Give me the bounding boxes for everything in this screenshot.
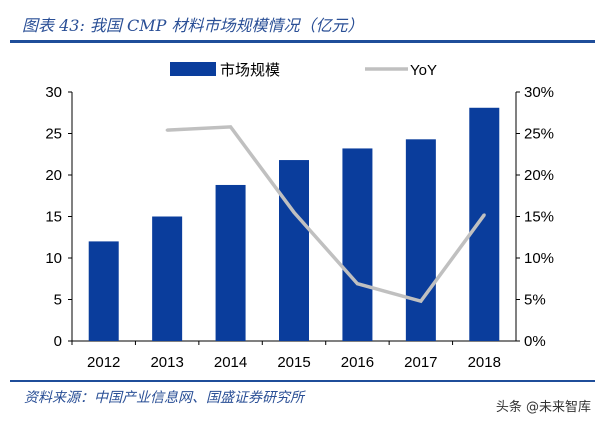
chart-title: 图表 43: 我国 CMP 材料市场规模情况（亿元）	[22, 16, 364, 35]
left-tick-label: 25	[45, 126, 62, 143]
yoy-point-2018	[482, 213, 486, 217]
legend-swatch-market	[170, 62, 216, 76]
yoy-point-2013	[165, 128, 169, 132]
x-tick-label: 2012	[87, 354, 120, 371]
watermark: 头条 @未来智库	[495, 400, 591, 415]
footer-divider	[10, 380, 595, 382]
yoy-point-2016	[355, 282, 359, 286]
chart-svg: 0 5 10 15 20 25 30 0% 5% 10% 15% 20% 25% 30% 2012 2013 2…	[45, 62, 554, 371]
bar-2016	[342, 148, 373, 341]
source-note: 资料来源：中国产业信息网、国盛证券研究所	[24, 390, 304, 406]
right-tick-label: 30%	[524, 84, 554, 101]
bar-2015	[279, 160, 309, 341]
yoy-point-2017	[419, 299, 423, 303]
x-tick-label: 2018	[468, 354, 501, 371]
x-tick-label: 2014	[214, 354, 247, 371]
right-tick-label: 10%	[524, 250, 554, 267]
bar-2014	[215, 184, 246, 341]
legend-label-market: 市场规模	[220, 62, 280, 79]
yoy-point-2015	[292, 210, 296, 214]
left-tick-label: 10	[45, 250, 62, 267]
bar-2018	[469, 107, 500, 342]
left-tick-label: 0	[54, 333, 62, 350]
right-tick-label: 0%	[524, 333, 546, 350]
right-tick-label: 20%	[524, 167, 554, 184]
title-divider	[10, 40, 595, 43]
yoy-point-2014	[229, 125, 233, 129]
yoy-line	[167, 125, 486, 304]
x-tick-label: 2017	[404, 354, 437, 371]
left-tick-label: 5	[54, 292, 62, 309]
right-tick-label: 5%	[524, 292, 546, 309]
right-tick-label: 15%	[524, 209, 554, 226]
x-tick-label: 2016	[341, 354, 374, 371]
legend-label-yoy: YoY	[410, 62, 437, 79]
left-tick-label: 15	[45, 209, 62, 226]
bar-2013	[152, 216, 183, 341]
x-tick-label: 2013	[150, 354, 183, 371]
bar-2017	[405, 139, 436, 341]
left-tick-label: 30	[45, 84, 62, 101]
x-tick-label: 2015	[277, 354, 310, 371]
right-tick-label: 25%	[524, 126, 554, 143]
bar-2012	[88, 241, 119, 341]
left-tick-label: 20	[45, 167, 62, 184]
